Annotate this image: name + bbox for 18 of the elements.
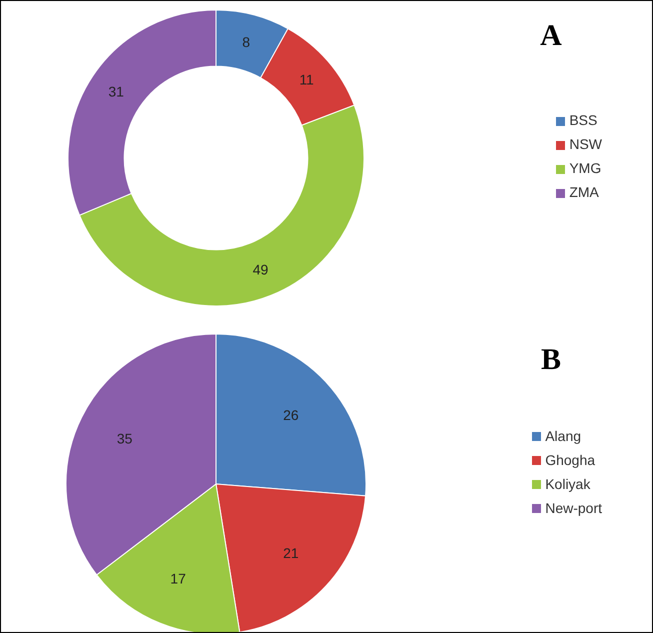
chart-title: A — [539, 19, 563, 53]
legend-label: Alang — [545, 428, 582, 444]
data-label: 17 — [170, 570, 186, 587]
legend-label: Ghogha — [545, 452, 596, 468]
legend-label: BSS — [569, 112, 598, 128]
legend-label: ZMA — [569, 184, 599, 200]
data-label: 8 — [242, 34, 250, 50]
legend-label: YMG — [569, 160, 602, 176]
data-label: 35 — [116, 430, 133, 447]
chart-title: B — [540, 343, 562, 377]
data-label: 49 — [252, 261, 269, 278]
legend-label: NSW — [569, 136, 602, 152]
legend-label: New-port — [545, 500, 602, 516]
data-label: 21 — [283, 545, 299, 562]
data-label: 11 — [299, 71, 314, 88]
legend-label: Koliyak — [545, 476, 590, 492]
data-label: 31 — [108, 84, 124, 100]
data-label: 26 — [283, 406, 299, 423]
